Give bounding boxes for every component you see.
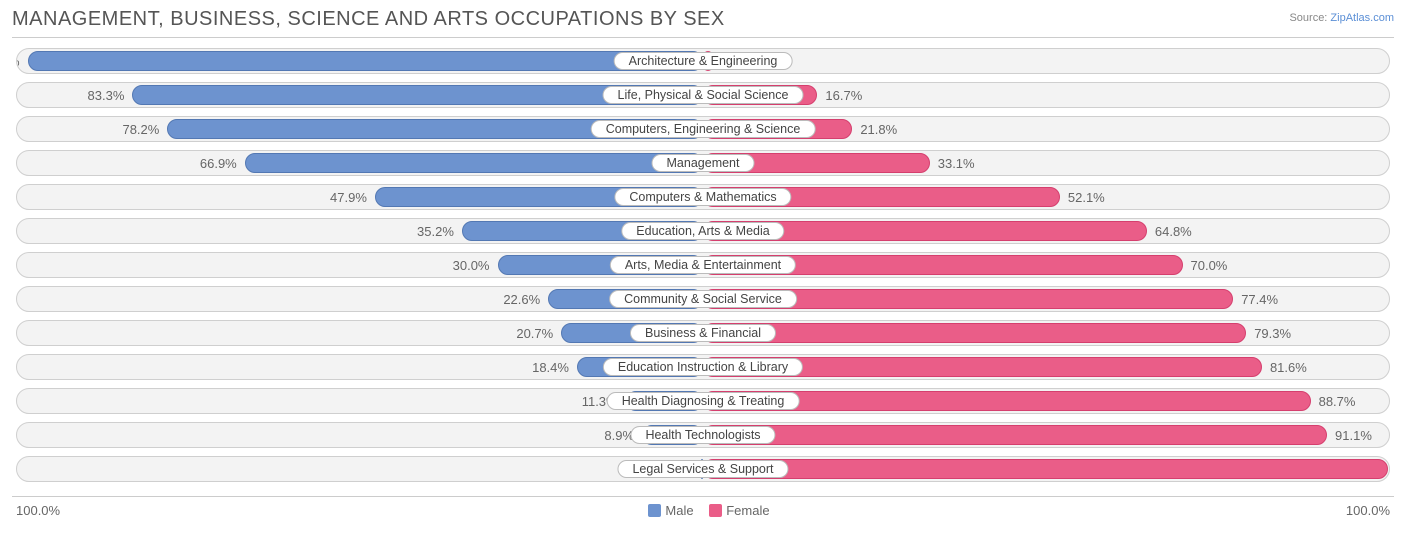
male-pct-label: 78.2%	[122, 117, 159, 142]
female-bar	[703, 425, 1327, 445]
header: MANAGEMENT, BUSINESS, SCIENCE AND ARTS O…	[12, 8, 1394, 31]
chart-row: 20.7% 79.3% Business & Financial	[16, 320, 1390, 346]
female-pct-label: 21.8%	[860, 117, 897, 142]
chart-row: 18.4% 81.6% Education Instruction & Librar…	[16, 354, 1390, 380]
male-swatch-icon	[648, 504, 661, 517]
chart-row: 0.0%100.0%Legal Services & Support	[16, 456, 1390, 482]
category-pill: Education, Arts & Media	[621, 222, 784, 240]
female-swatch-icon	[709, 504, 722, 517]
male-pct-label: 18.4%	[532, 355, 569, 380]
chart-row: 35.2% 64.8% Education, Arts & Media	[16, 218, 1390, 244]
female-pct-label: 77.4%	[1241, 287, 1278, 312]
female-pct-label: 52.1%	[1068, 185, 1105, 210]
category-pill: Architecture & Engineering	[614, 52, 793, 70]
female-pct-label: 70.0%	[1191, 253, 1228, 278]
chart-row: 11.3%88.7%Health Diagnosing & Treating	[16, 388, 1390, 414]
source-prefix: Source:	[1289, 12, 1330, 24]
category-pill: Legal Services & Support	[617, 460, 788, 478]
chart-row: 78.2% 21.8% Computers, Engineering & Scien…	[16, 116, 1390, 142]
category-pill: Computers & Mathematics	[614, 188, 791, 206]
chart-row: 83.3% 16.7% Life, Physical & Social Scienc…	[16, 82, 1390, 108]
male-pct-label: 35.2%	[417, 219, 454, 244]
female-bar	[703, 459, 1388, 479]
legend-female-label: Female	[726, 503, 769, 518]
chart-title: MANAGEMENT, BUSINESS, SCIENCE AND ARTS O…	[12, 8, 725, 31]
category-pill: Health Technologists	[630, 426, 775, 444]
female-pct-label: 16.7%	[825, 83, 862, 108]
legend: Male Female	[60, 503, 1346, 518]
male-pct-label: 30.0%	[453, 253, 490, 278]
category-pill: Community & Social Service	[609, 290, 797, 308]
male-pct-label: 47.9%	[330, 185, 367, 210]
female-pct-label: 33.1%	[938, 151, 975, 176]
male-bar	[245, 153, 703, 173]
axis-right-label: 100.0%	[1346, 503, 1390, 518]
source-link[interactable]: ZipAtlas.com	[1330, 12, 1394, 24]
category-pill: Health Diagnosing & Treating	[607, 392, 800, 410]
female-pct-label: 81.6%	[1270, 355, 1307, 380]
legend-male-label: Male	[665, 503, 693, 518]
male-bar	[28, 51, 703, 71]
category-pill: Life, Physical & Social Science	[603, 86, 804, 104]
male-pct-label: 22.6%	[503, 287, 540, 312]
category-pill: Education Instruction & Library	[603, 358, 803, 376]
female-pct-label: 88.7%	[1319, 389, 1356, 414]
chart-row: 22.6% 77.4% Community & Social Service	[16, 286, 1390, 312]
male-pct-label: 98.6%	[16, 49, 20, 74]
category-pill: Computers, Engineering & Science	[591, 120, 816, 138]
chart-row: 30.0% 70.0% Arts, Media & Entertainment	[16, 252, 1390, 278]
male-pct-label: 66.9%	[200, 151, 237, 176]
chart-row: 47.9% 52.1% Computers & Mathematics	[16, 184, 1390, 210]
chart-footer: 100.0% Male Female 100.0%	[12, 497, 1394, 518]
chart-row: 66.9% 33.1% Management	[16, 150, 1390, 176]
category-pill: Arts, Media & Entertainment	[610, 256, 796, 274]
chart-row: 8.9%91.1%Health Technologists	[16, 422, 1390, 448]
chart-row: 98.6%1.4%Architecture & Engineering	[16, 48, 1390, 74]
axis-left-label: 100.0%	[16, 503, 60, 518]
female-bar	[703, 323, 1246, 343]
female-pct-label: 64.8%	[1155, 219, 1192, 244]
male-pct-label: 83.3%	[88, 83, 125, 108]
female-pct-label: 91.1%	[1335, 423, 1372, 448]
female-pct-label: 79.3%	[1254, 321, 1291, 346]
category-pill: Management	[652, 154, 755, 172]
chart-area: 98.6%1.4%Architecture & Engineering 83.3%…	[12, 37, 1394, 497]
male-pct-label: 20.7%	[516, 321, 553, 346]
source-attribution: Source: ZipAtlas.com	[1289, 8, 1394, 24]
category-pill: Business & Financial	[630, 324, 776, 342]
